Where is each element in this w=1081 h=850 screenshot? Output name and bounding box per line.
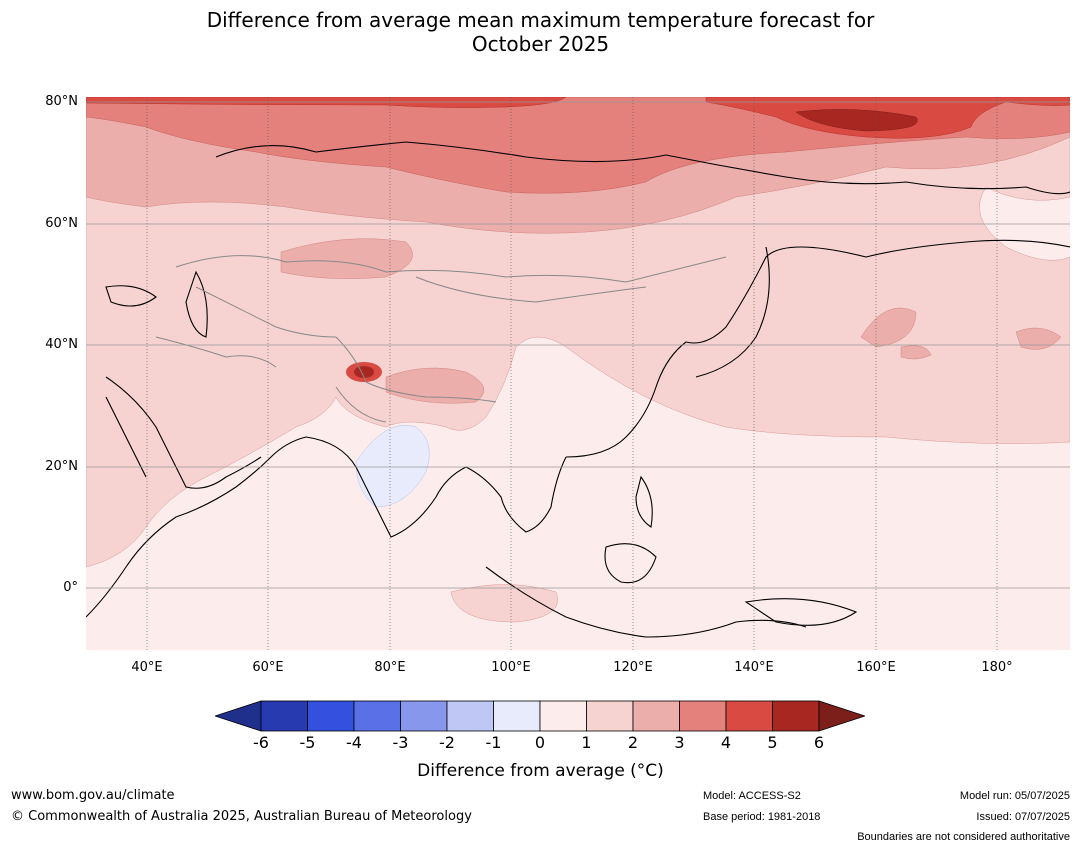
border-central-asia xyxy=(195,286,337,338)
border-india xyxy=(335,386,387,423)
border-iran xyxy=(155,336,277,368)
colorbar-swatch xyxy=(400,700,448,732)
country-borders xyxy=(155,255,727,423)
anomaly-fill-2-3-pacific xyxy=(860,307,917,348)
latitude-lines xyxy=(86,101,1070,589)
footer-model: Model: ACCESS-S2 xyxy=(703,790,801,802)
colorbar-arrow-high xyxy=(818,700,867,732)
colorbar-swatch xyxy=(772,700,820,732)
coastline-indonesia xyxy=(485,566,807,638)
forecast-map xyxy=(86,97,1070,650)
colorbar-swatch xyxy=(725,700,773,732)
lon-label-40e: 40°E xyxy=(131,660,163,675)
coastline-philippines xyxy=(635,475,653,528)
colorbar-tick-label: -4 xyxy=(346,733,362,752)
coastline-japan xyxy=(695,246,770,378)
lon-label-80e: 80°E xyxy=(374,660,406,675)
colorbar-swatch xyxy=(260,700,308,732)
colorbar xyxy=(213,700,867,732)
map-title: Difference from average mean maximum tem… xyxy=(0,8,1081,56)
footer-model-run: Model run: 05/07/2025 xyxy=(959,790,1070,802)
map-canvas xyxy=(86,97,1070,650)
coastline-new-guinea xyxy=(744,598,858,626)
anomaly-fill-5-6 xyxy=(795,109,918,132)
colorbar-tick-label: 2 xyxy=(627,733,639,752)
lat-label-0: 0° xyxy=(63,580,78,595)
lon-label-120e: 120°E xyxy=(613,660,653,675)
colorbar-tick-label: -2 xyxy=(439,733,455,752)
lat-label-80n: 80°N xyxy=(45,94,78,109)
colorbar-swatch xyxy=(539,700,587,732)
colorbar-tick-label: -3 xyxy=(392,733,409,752)
colorbar-tick-label: -6 xyxy=(253,733,269,752)
colorbar-swatch xyxy=(586,700,634,732)
coastline-borneo xyxy=(604,543,657,584)
colorbar-tick-label: 1 xyxy=(581,733,592,752)
lon-label-100e: 100°E xyxy=(491,660,531,675)
title-line-1: Difference from average mean maximum tem… xyxy=(206,8,875,32)
footer-copyright: © Commonwealth of Australia 2025, Austra… xyxy=(11,809,472,824)
coastline-south-asia xyxy=(86,436,567,618)
lat-label-20n: 20°N xyxy=(45,459,78,474)
colorbar-tick-label: -5 xyxy=(299,733,316,752)
anomaly-fill-2-3-central xyxy=(280,238,413,279)
footer-disclaimer: Boundaries are not considered authoritat… xyxy=(857,831,1070,843)
colorbar-tick-label: 6 xyxy=(813,733,825,752)
colorbar-swatch xyxy=(307,700,355,732)
anomaly-hotspot-inner xyxy=(354,366,374,378)
colorbar-tick-label: 5 xyxy=(767,733,778,752)
lat-label-40n: 40°N xyxy=(45,337,78,352)
lat-label-60n: 60°N xyxy=(45,216,78,231)
colorbar-tick-label: 3 xyxy=(674,733,685,752)
lon-label-60e: 60°E xyxy=(252,660,284,675)
anomaly-fill-2-3-pacific-2 xyxy=(1015,327,1062,350)
colorbar-tick-label: 0 xyxy=(534,733,546,752)
coastline-arctic xyxy=(215,141,1070,195)
title-line-2: October 2025 xyxy=(471,32,610,56)
colorbar-arrow-low xyxy=(213,700,262,732)
colorbar-swatch xyxy=(679,700,727,732)
border-mongolia xyxy=(415,276,647,303)
colorbar-swatch xyxy=(446,700,494,732)
colorbar-tick-label: 4 xyxy=(720,733,732,752)
footer-website[interactable]: www.bom.gov.au/climate xyxy=(11,788,175,803)
colorbar-label: Difference from average (°C) xyxy=(417,761,664,781)
coastlines xyxy=(86,141,1070,638)
anomaly-fill-minus1-0 xyxy=(355,425,430,508)
border-russia-south xyxy=(175,255,727,283)
lon-label-180: 180° xyxy=(981,660,1013,675)
colorbar-swatches xyxy=(213,700,867,732)
lon-label-140e: 140°E xyxy=(734,660,774,675)
coastline-red-sea xyxy=(105,396,147,478)
coastline-caspian xyxy=(185,270,208,338)
coastline-pacific xyxy=(565,239,1070,458)
colorbar-swatch xyxy=(493,700,541,732)
anomaly-fill-2-3-pacific-3 xyxy=(900,345,932,360)
graticule xyxy=(146,97,998,650)
footer-base-period: Base period: 1981-2018 xyxy=(703,811,821,823)
colorbar-swatch xyxy=(632,700,680,732)
colorbar-tick-label: -1 xyxy=(485,733,502,752)
lon-label-160e: 160°E xyxy=(856,660,896,675)
coastline-arabia xyxy=(105,376,262,489)
footer-issued: Issued: 07/07/2025 xyxy=(976,811,1070,823)
colorbar-swatch xyxy=(353,700,401,732)
coastline-black-sea xyxy=(105,285,157,307)
border-china-west xyxy=(335,336,497,403)
